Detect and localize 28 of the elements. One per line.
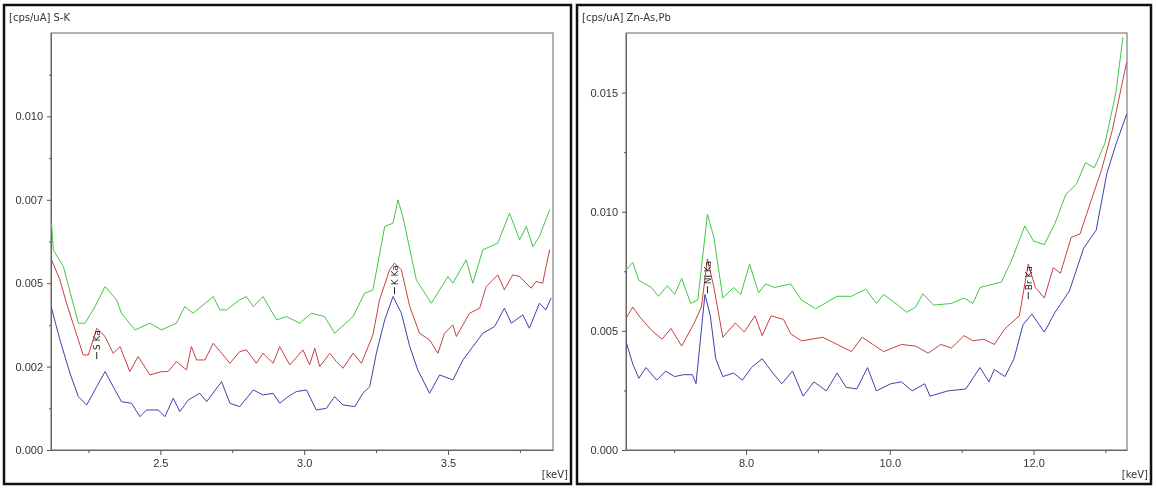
line-series bbox=[626, 37, 1124, 313]
annotation: S Ka bbox=[92, 330, 103, 351]
line-series bbox=[51, 249, 551, 376]
y-tick-label: 0.007 bbox=[15, 193, 43, 206]
y-tick-label: 0.002 bbox=[15, 360, 43, 373]
y-axis-title: [cps/uA] S-K bbox=[9, 12, 71, 23]
line-series bbox=[626, 113, 1127, 397]
x-axis-title: [keV] bbox=[541, 469, 569, 480]
y-tick-label: 0.000 bbox=[590, 444, 618, 457]
x-tick-label: 8.0 bbox=[738, 456, 755, 469]
y-tick-label: 0.005 bbox=[590, 324, 618, 337]
annotation: Ni Ka bbox=[702, 260, 713, 285]
y-tick-label: 0.015 bbox=[590, 86, 618, 99]
y-tick-label: 0.010 bbox=[15, 110, 43, 123]
line-series bbox=[51, 296, 552, 418]
x-tick-label: 3.5 bbox=[440, 456, 457, 469]
y-tick-label: 0.010 bbox=[590, 205, 618, 218]
annotation: Br Ka bbox=[1023, 266, 1034, 291]
line-series bbox=[626, 62, 1127, 354]
y-axis-title: [cps/uA] Zn-As,Pb bbox=[582, 12, 671, 23]
y-tick-label: 0.000 bbox=[15, 444, 43, 457]
x-tick-label: 2.5 bbox=[153, 456, 169, 469]
x-axis-title: [keV] bbox=[1121, 469, 1149, 480]
annotation: K Ka bbox=[389, 265, 400, 286]
x-tick-label: 3.0 bbox=[297, 456, 313, 469]
x-tick-label: 10.0 bbox=[879, 456, 902, 469]
y-tick-label: 0.005 bbox=[15, 277, 43, 290]
x-tick-label: 12.0 bbox=[1023, 456, 1045, 469]
